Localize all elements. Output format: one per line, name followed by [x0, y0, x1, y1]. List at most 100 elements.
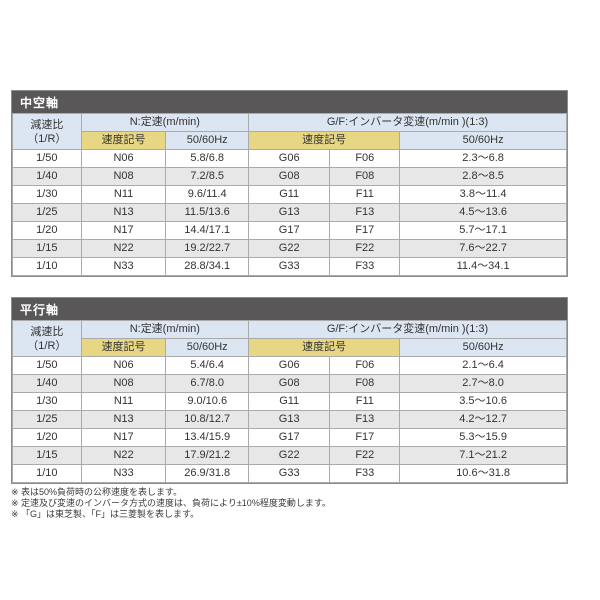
- g-code-cell: G06: [247, 356, 331, 375]
- ratio-cell: 1/30: [12, 185, 82, 204]
- speed-code-header-gf: 速度記号: [247, 131, 401, 150]
- f-code-cell: F17: [329, 221, 401, 240]
- reduction-ratio-header: 減速比 （1/R）: [12, 320, 82, 357]
- n-code-cell: N33: [80, 464, 167, 483]
- hollow-shaft-table: 減速比 （1/R） N:定速(m/min) G/F:インバータ変速(m/min …: [12, 113, 568, 276]
- table-row: 1/10 N33 26.9/31.8 G33 F33 10.6〜31.8: [12, 464, 567, 483]
- n-speed-cell: 6.7/8.0: [165, 374, 249, 393]
- table-title-hollow-shaft: 中空軸: [12, 91, 567, 113]
- n-code-cell: N17: [80, 428, 167, 447]
- footnote-3: ※ 「G」は東芝製、「F」は三菱製を表します。: [11, 509, 200, 519]
- table-row: 1/30 N11 9.6/11.4 G11 F11 3.8〜11.4: [12, 185, 567, 204]
- n-code-cell: N06: [80, 356, 167, 375]
- g-code-cell: G17: [247, 221, 331, 240]
- n-speed-cell: 26.9/31.8: [165, 464, 249, 483]
- n-speed-cell: 9.6/11.4: [165, 185, 249, 204]
- n-speed-cell: 14.4/17.1: [165, 221, 249, 240]
- n-speed-cell: 28.8/34.1: [165, 257, 249, 276]
- f-code-cell: F22: [329, 239, 401, 258]
- ratio-cell: 1/25: [12, 203, 82, 222]
- gf-speed-cell: 2.7〜8.0: [399, 374, 567, 393]
- n-constant-speed-header: N:定速(m/min): [80, 113, 249, 132]
- g-code-cell: G22: [247, 239, 331, 258]
- ratio-cell: 1/50: [12, 149, 82, 168]
- n-code-cell: N22: [80, 239, 167, 258]
- f-code-cell: F13: [329, 410, 401, 429]
- gf-speed-cell: 11.4〜34.1: [399, 257, 567, 276]
- n-speed-cell: 5.8/6.8: [165, 149, 249, 168]
- n-code-cell: N33: [80, 257, 167, 276]
- n-code-cell: N22: [80, 446, 167, 465]
- ratio-cell: 1/10: [12, 464, 82, 483]
- n-speed-cell: 10.8/12.7: [165, 410, 249, 429]
- gf-speed-cell: 4.2〜12.7: [399, 410, 567, 429]
- speed-code-header-n: 速度記号: [80, 338, 167, 357]
- n-code-cell: N17: [80, 221, 167, 240]
- n-speed-cell: 5.4/6.4: [165, 356, 249, 375]
- n-speed-cell: 19.2/22.7: [165, 239, 249, 258]
- table-row: 1/25 N13 10.8/12.7 G13 F13 4.2〜12.7: [12, 410, 567, 429]
- f-code-cell: F33: [329, 257, 401, 276]
- footnotes: ※ 表は50%負荷時の公称速度を表します。 ※ 定速及び変速のインバータ方式の速…: [11, 487, 568, 520]
- ratio-cell: 1/15: [12, 446, 82, 465]
- n-speed-cell: 13.4/15.9: [165, 428, 249, 447]
- ratio-cell: 1/30: [12, 392, 82, 411]
- table-row: 1/15 N22 19.2/22.7 G22 F22 7.6〜22.7: [12, 239, 567, 258]
- gf-inverter-speed-header: G/F:インバータ変速(m/min )(1:3): [247, 320, 568, 339]
- gf-speed-cell: 10.6〜31.8: [399, 464, 567, 483]
- gf-inverter-speed-header: G/F:インバータ変速(m/min )(1:3): [247, 113, 568, 132]
- reduction-ratio-line2: （1/R）: [27, 132, 67, 145]
- gf-speed-cell: 2.1〜6.4: [399, 356, 567, 375]
- ratio-cell: 1/40: [12, 374, 82, 393]
- hollow-shaft-table-block: 中空軸 減速比 （1/R） N:定速(m/min) G/F:インバータ変速(m/…: [11, 90, 568, 277]
- g-code-cell: G33: [247, 464, 331, 483]
- table-header: 減速比 （1/R） N:定速(m/min) G/F:インバータ変速(m/min …: [12, 113, 568, 150]
- gf-speed-cell: 7.6〜22.7: [399, 239, 567, 258]
- reduction-ratio-line1: 減速比: [30, 118, 64, 131]
- footnote-1: ※ 表は50%負荷時の公称速度を表します。: [11, 487, 183, 497]
- ratio-cell: 1/25: [12, 410, 82, 429]
- ratio-cell: 1/20: [12, 221, 82, 240]
- footnote-2: ※ 定速及び変速のインバータ方式の速度は、負荷により±10%程度変動します。: [11, 498, 331, 508]
- n-code-cell: N11: [80, 185, 167, 204]
- n-code-cell: N08: [80, 374, 167, 393]
- gf-speed-cell: 5.3〜15.9: [399, 428, 567, 447]
- hz-header-gf: 50/60Hz: [399, 131, 567, 150]
- table-title-parallel-shaft: 平行軸: [12, 298, 567, 320]
- g-code-cell: G33: [247, 257, 331, 276]
- g-code-cell: G22: [247, 446, 331, 465]
- ratio-cell: 1/20: [12, 428, 82, 447]
- n-code-cell: N13: [80, 203, 167, 222]
- f-code-cell: F08: [329, 374, 401, 393]
- speed-code-header-n: 速度記号: [80, 131, 167, 150]
- parallel-shaft-table: 減速比 （1/R） N:定速(m/min) G/F:インバータ変速(m/min …: [12, 320, 568, 483]
- table-row: 1/50 N06 5.8/6.8 G06 F06 2.3〜6.8: [12, 149, 567, 168]
- f-code-cell: F06: [329, 149, 401, 168]
- n-code-cell: N13: [80, 410, 167, 429]
- f-code-cell: F08: [329, 167, 401, 186]
- table-row: 1/10 N33 28.8/34.1 G33 F33 11.4〜34.1: [12, 257, 567, 276]
- n-speed-cell: 9.0/10.6: [165, 392, 249, 411]
- n-speed-cell: 7.2/8.5: [165, 167, 249, 186]
- f-code-cell: F22: [329, 446, 401, 465]
- speed-spec-tables: 中空軸 減速比 （1/R） N:定速(m/min) G/F:インバータ変速(m/…: [11, 90, 568, 520]
- gf-speed-cell: 7.1〜21.2: [399, 446, 567, 465]
- n-speed-cell: 17.9/21.2: [165, 446, 249, 465]
- hz-header-n: 50/60Hz: [165, 131, 249, 150]
- table-row: 1/20 N17 14.4/17.1 G17 F17 5.7〜17.1: [12, 221, 567, 240]
- gf-speed-cell: 5.7〜17.1: [399, 221, 567, 240]
- table-row: 1/30 N11 9.0/10.6 G11 F11 3.5〜10.6: [12, 392, 567, 411]
- table-header: 減速比 （1/R） N:定速(m/min) G/F:インバータ変速(m/min …: [12, 320, 568, 357]
- table-row: 1/40 N08 7.2/8.5 G08 F08 2.8〜8.5: [12, 167, 567, 186]
- table-row: 1/20 N17 13.4/15.9 G17 F17 5.3〜15.9: [12, 428, 567, 447]
- g-code-cell: G13: [247, 410, 331, 429]
- gf-speed-cell: 2.3〜6.8: [399, 149, 567, 168]
- hz-header-gf: 50/60Hz: [399, 338, 567, 357]
- ratio-cell: 1/40: [12, 167, 82, 186]
- ratio-cell: 1/15: [12, 239, 82, 258]
- hz-header-n: 50/60Hz: [165, 338, 249, 357]
- g-code-cell: G13: [247, 203, 331, 222]
- f-code-cell: F13: [329, 203, 401, 222]
- g-code-cell: G06: [247, 149, 331, 168]
- n-code-cell: N06: [80, 149, 167, 168]
